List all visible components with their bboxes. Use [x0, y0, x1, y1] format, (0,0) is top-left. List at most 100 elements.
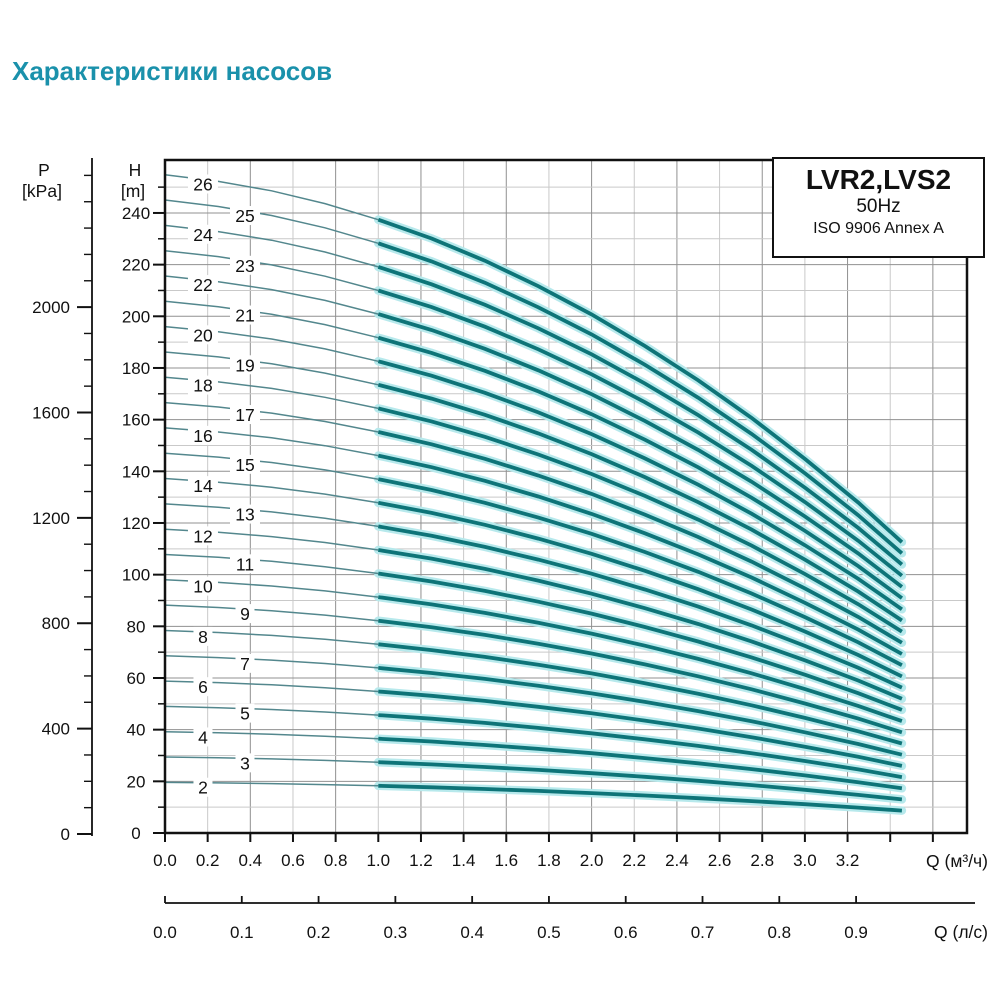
curve-stage-label-11: 11 [236, 554, 254, 574]
x2-axis-tick-label: 0.5 [537, 923, 561, 942]
curve-label-bg-9 [235, 604, 255, 624]
curve-stage-9 [378, 618, 903, 735]
curve-stage-5 [378, 713, 903, 779]
curve-stage-23 [377, 288, 904, 578]
curve-stage-17 [377, 430, 903, 645]
curve-stage-label-14: 14 [193, 476, 213, 496]
curve-label-bg-6 [193, 677, 213, 697]
curve-stage-label-9: 9 [240, 604, 250, 624]
curve-thin-stage-7 [164, 655, 379, 669]
x-axis-tick-label: 0.0 [153, 851, 177, 870]
curve-stage-4 [378, 736, 903, 791]
h-axis-tick-label: 200 [122, 307, 150, 326]
curve-stage-20 [377, 359, 903, 611]
curve-stage-25 [377, 241, 904, 555]
curve-thin-stage-21 [164, 300, 379, 339]
x-axis-tick-label: 0.2 [196, 851, 220, 870]
x-axis-tick-label: 3.0 [793, 851, 817, 870]
curve-stage-8 [378, 642, 903, 746]
curve-label-bg-3 [235, 753, 255, 773]
curve-stage-12 [377, 548, 903, 701]
x-axis-tick-label: 2.0 [580, 851, 604, 870]
curve-thin-stage-15 [164, 452, 379, 480]
curve-thin-stage-9 [164, 604, 379, 622]
curve-label-bg-10 [187, 576, 218, 596]
curve-label-bg-7 [235, 653, 255, 673]
curve-label-bg-20 [187, 325, 218, 345]
curve-label-bg-13 [229, 504, 260, 524]
curve-stage-label-12: 12 [193, 526, 212, 546]
x-axis-tick-label: 1.2 [409, 851, 433, 870]
curve-thin-stage-23 [164, 249, 379, 292]
curve-thin-stage-5 [164, 705, 379, 716]
x2-axis-tick-label: 0.7 [691, 923, 715, 942]
curve-label-bg-15 [229, 454, 260, 474]
h-axis-tick-label: 120 [122, 514, 150, 533]
x-axis-tick-label: 0.8 [324, 851, 348, 870]
curve-stage-label-7: 7 [240, 654, 250, 674]
x-axis-tick-label: 2.2 [622, 851, 646, 870]
h-axis-title-unit: [m] [121, 181, 145, 201]
curve-stage-label-26: 26 [193, 175, 212, 195]
curve-label-bg-19 [229, 355, 260, 375]
p-axis-tick-label: 400 [42, 720, 70, 739]
legend-frequency: 50Hz [856, 196, 901, 218]
curve-stage-13 [377, 524, 903, 690]
curve-thin-stage-19 [164, 351, 379, 386]
x2-axis-tick-label: 0.4 [460, 923, 484, 942]
curve-thin-stage-13 [164, 503, 379, 528]
p-axis-tick-label: 0 [61, 825, 70, 844]
p-axis-tick-label: 800 [42, 614, 70, 633]
curve-stage-6 [378, 689, 903, 768]
h-axis-tick-label: 40 [127, 721, 146, 740]
curve-stage-11 [378, 571, 903, 712]
x2-axis-tick-label: 0.6 [614, 923, 638, 942]
legend-model-name: LVR2,LVS2 [805, 164, 952, 195]
x-axis-tick-label: 0.6 [281, 851, 305, 870]
curve-stage-16 [377, 453, 903, 656]
curve-label-bg-8 [193, 626, 213, 646]
curve-thin-stage-11 [164, 553, 379, 575]
curve-stage-label-19: 19 [235, 355, 254, 375]
curve-label-bg-18 [187, 375, 218, 395]
curve-stage-label-5: 5 [240, 704, 250, 724]
curve-stage-label-8: 8 [198, 627, 208, 647]
h-axis-tick-label: 60 [127, 669, 146, 688]
h-axis-tick-label: 20 [127, 772, 146, 791]
curve-label-bg-17 [229, 405, 260, 425]
curve-stage-label-22: 22 [193, 275, 212, 295]
curve-stage-10 [378, 595, 903, 723]
h-axis-tick-label: 160 [122, 411, 150, 430]
x-axis-tick-label: 1.8 [537, 851, 561, 870]
curve-stage-label-3: 3 [240, 753, 250, 773]
x-axis-tick-label: 1.6 [494, 851, 518, 870]
curve-label-bg-14 [187, 476, 218, 496]
x2-axis-tick-label: 0.1 [230, 923, 254, 942]
h-axis-tick-label: 220 [122, 256, 150, 275]
curve-label-bg-11 [229, 554, 260, 574]
curve-stage-label-2: 2 [198, 778, 208, 798]
curve-label-bg-12 [187, 526, 218, 546]
x-axis-tick-label: 2.6 [708, 851, 732, 870]
curve-stage-3 [378, 760, 903, 802]
curve-stage-label-16: 16 [193, 426, 212, 446]
x-axis-tick-label: 0.4 [238, 851, 262, 870]
curve-label-bg-4 [193, 727, 213, 747]
curve-stage-19 [377, 382, 903, 623]
x2-axis-tick-label: 0.9 [844, 923, 868, 942]
curve-thin-stage-17 [164, 401, 379, 433]
h-axis-tick-label: 140 [122, 462, 150, 481]
curve-label-bg-16 [187, 425, 218, 445]
curve-stage-label-20: 20 [193, 325, 213, 345]
p-axis-tick-label: 1200 [32, 509, 70, 528]
curve-thin-stage-25 [164, 199, 379, 245]
curve-stage-label-24: 24 [193, 225, 213, 245]
curve-stage-14 [377, 500, 903, 679]
curve-stage-label-10: 10 [193, 577, 213, 597]
curve-thin-stage-3 [164, 756, 379, 763]
x-axis-unit-label: Q (м³/ч) [926, 851, 988, 871]
x-axis-tick-label: 1.4 [452, 851, 476, 870]
curve-stage-24 [377, 265, 904, 566]
curve-stage-18 [377, 406, 903, 634]
